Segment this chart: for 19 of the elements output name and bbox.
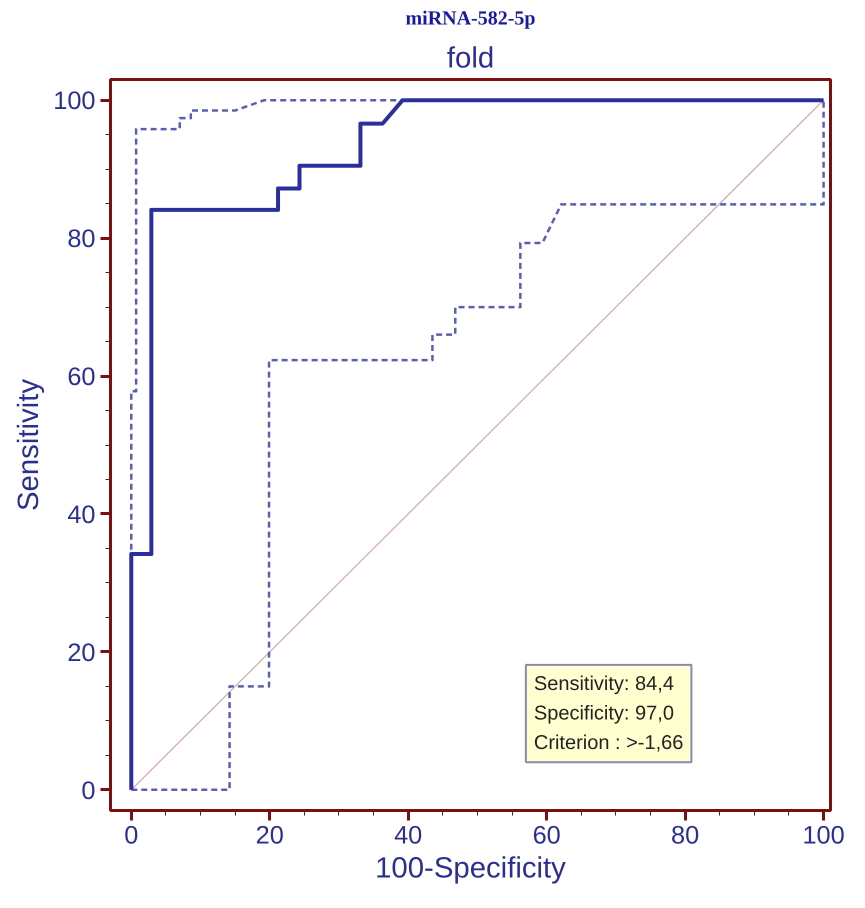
x-tick-label: 100 — [802, 822, 845, 850]
y-tick-label: 0 — [81, 776, 96, 805]
annotation: Criterion : >-1,66 — [534, 732, 684, 754]
y-tick-label: 60 — [67, 363, 96, 392]
x-tick-label: 60 — [532, 822, 561, 850]
annotation: Specificity: 97,0 — [534, 702, 674, 725]
y-tick-label: 20 — [67, 638, 96, 667]
chart-subtitle: fold — [446, 42, 494, 74]
chart-title: miRNA-582-5p — [406, 8, 536, 30]
x-tick-label: 80 — [671, 822, 700, 850]
y-tick-label: 40 — [67, 500, 96, 529]
x-tick-label: 20 — [256, 822, 284, 850]
x-axis-title: 100-Specificity — [375, 852, 566, 884]
y-axis-title: Sensitivity — [12, 378, 46, 512]
y-tick-label: 80 — [67, 225, 96, 254]
x-tick-label: 40 — [394, 822, 422, 850]
y-tick-label: 100 — [53, 87, 96, 116]
x-tick-label: 0 — [124, 822, 138, 850]
annotation: Sensitivity: 84,4 — [534, 672, 674, 695]
